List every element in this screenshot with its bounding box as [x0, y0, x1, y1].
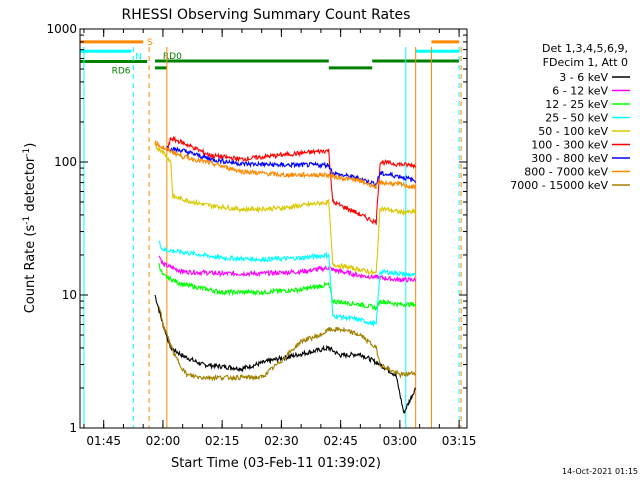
x-tick-label-6: 03:15: [442, 434, 477, 448]
y-axis: 1 10 100 1000: [46, 22, 467, 435]
legend-entry-1: 6 - 12 keV: [552, 85, 608, 98]
plot-frame: [79, 28, 468, 429]
x-tick-label-0: 01:45: [86, 434, 121, 448]
series-line-2: [158, 263, 417, 311]
state-label-rd6: RD6: [112, 66, 131, 76]
legend-entry-5: 100 - 300 keV: [531, 139, 608, 152]
legend-header-1: FDecim 1, Att 0: [543, 56, 628, 69]
series-line-4: [154, 144, 417, 275]
state-bars: SN RD6 RD0: [80, 38, 460, 76]
y-tick-label-3: 1000: [46, 22, 77, 36]
x-axis-label: Start Time (03-Feb-11 01:39:02): [171, 456, 381, 471]
chart-title: RHESSI Observing Summary Count Rates: [122, 7, 411, 23]
y-tick-label-2: 100: [54, 155, 77, 169]
series-line-7: [154, 140, 417, 191]
legend-entry-4: 50 - 100 keV: [538, 125, 608, 138]
x-tick-label-1: 02:00: [146, 434, 181, 448]
state-label-s: S: [147, 38, 153, 48]
series-line-0: [154, 294, 417, 414]
state-label-rd0: RD0: [163, 52, 182, 62]
series-line-8: [158, 306, 416, 382]
series-line-3: [158, 240, 417, 327]
vertical-markers: [83, 47, 462, 428]
series-line-1: [158, 255, 417, 283]
series-line-6: [166, 145, 417, 187]
legend-entry-8: 7000 - 15000 keV: [510, 179, 608, 192]
legend-entry-3: 25 - 50 keV: [545, 112, 608, 125]
legend-entry-0: 3 - 6 keV: [559, 71, 608, 84]
y-tick-label-1: 10: [62, 288, 77, 302]
state-label-n: N: [135, 52, 142, 62]
x-axis: 01:45 02:00 02:15 02:30 02:45 03:00 03:15: [83, 29, 477, 448]
y-tick-label-0: 1: [69, 421, 77, 435]
series-lines: [154, 135, 417, 414]
legend-entry-6: 300 - 800 keV: [531, 152, 608, 165]
x-tick-label-3: 02:30: [264, 434, 299, 448]
y-axis-label: Count Rate (s-1 detector-1): [22, 143, 38, 314]
footer-date: 14-Oct-2021 01:15: [562, 467, 638, 476]
x-tick-label-2: 02:15: [205, 434, 240, 448]
legend-entry-7: 800 - 7000 keV: [524, 166, 608, 179]
legend-entry-2: 12 - 25 keV: [545, 98, 608, 111]
legend-header-0: Det 1,3,4,5,6,9,: [542, 42, 628, 55]
x-tick-label-4: 02:45: [323, 434, 358, 448]
legend: Det 1,3,4,5,6,9,FDecim 1, Att 0 3 - 6 keV…: [510, 42, 630, 192]
x-tick-label-5: 03:00: [383, 434, 418, 448]
series-line-5: [166, 135, 417, 225]
